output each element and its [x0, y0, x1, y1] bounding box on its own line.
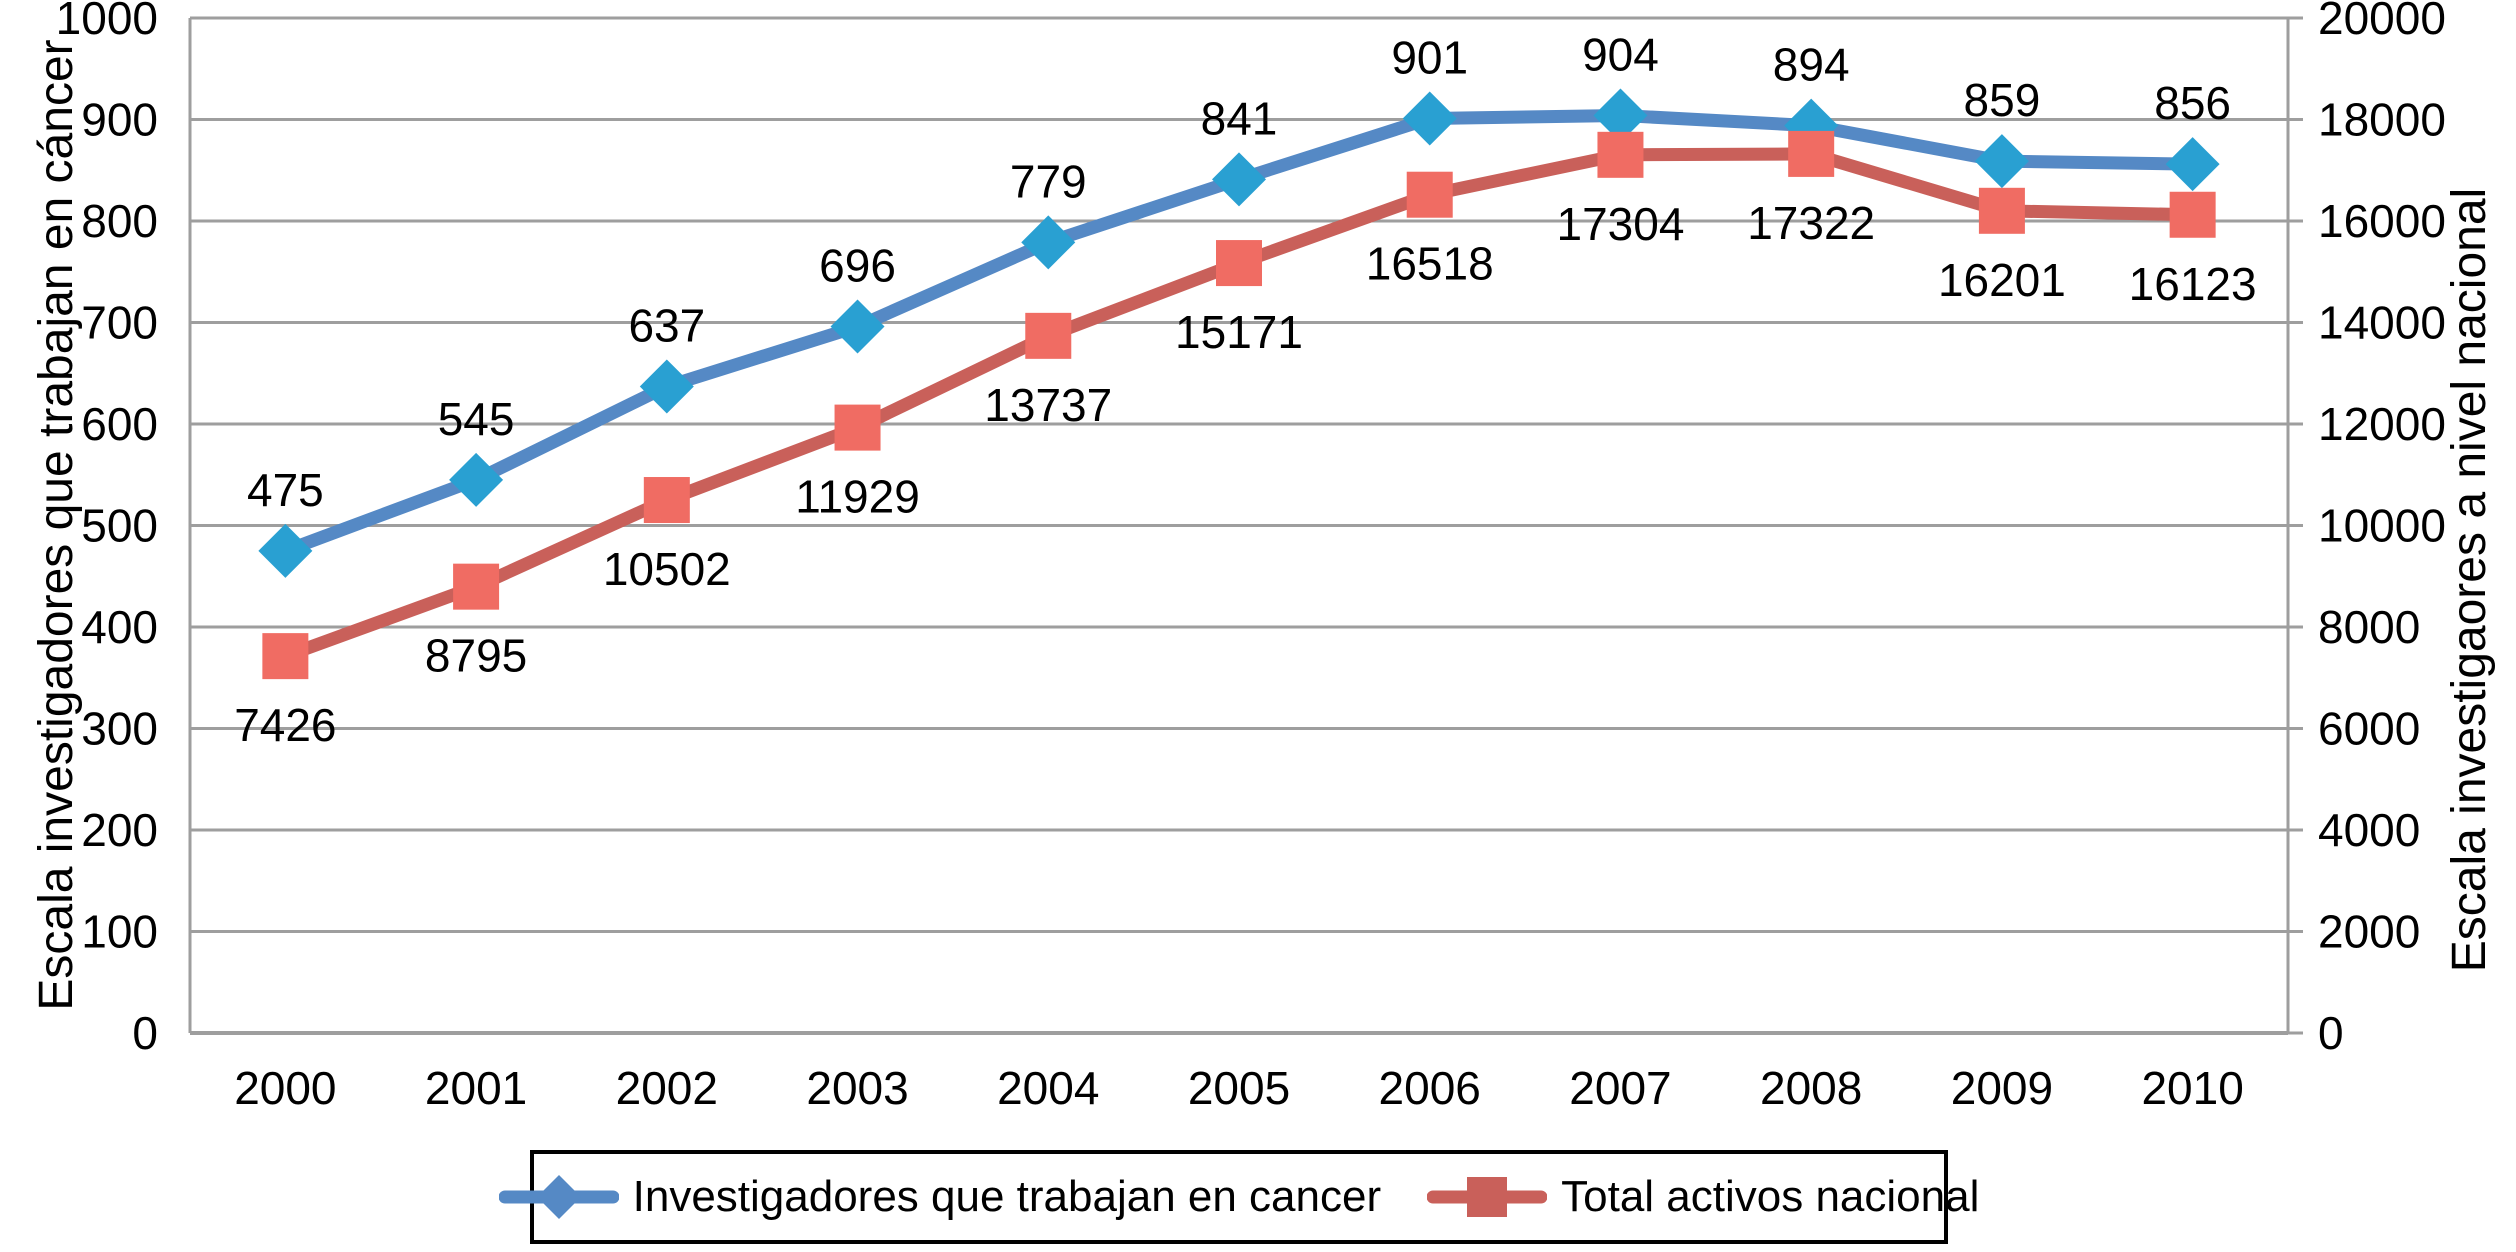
x-axis-tick-label: 2010 — [2141, 1062, 2243, 1114]
data-point-marker — [1216, 240, 1262, 287]
data-point-marker — [1021, 215, 1076, 270]
data-point-marker — [834, 404, 881, 451]
data-point-marker — [262, 633, 309, 680]
data-point-marker — [1593, 88, 1648, 143]
x-axis-tick-label: 2004 — [997, 1062, 1099, 1114]
x-axis-tick-label: 2002 — [616, 1062, 718, 1114]
right-axis-tick-label: 20000 — [2318, 0, 2446, 44]
x-axis-tick-label: 2005 — [1188, 1062, 1290, 1114]
left-axis-tick-label: 0 — [132, 1007, 158, 1059]
data-point-marker — [643, 477, 690, 524]
data-label: 894 — [1773, 39, 1850, 91]
data-label: 13737 — [984, 379, 1112, 431]
right-axis-tick-label: 6000 — [2318, 703, 2420, 755]
data-point-marker — [2165, 137, 2220, 192]
data-point-marker — [1402, 91, 1457, 146]
right-axis-tick-label: 4000 — [2318, 804, 2420, 856]
left-axis-tick-label: 700 — [81, 297, 158, 349]
left-axis-tick-label: 100 — [81, 906, 158, 958]
data-point-marker — [639, 359, 694, 414]
legend-item-investigadores: Investigadores que trabajan en cancer — [498, 1171, 1382, 1223]
data-label: 696 — [819, 240, 896, 292]
right-axis-tick-label: 14000 — [2318, 297, 2446, 349]
left-axis-tick-label: 800 — [81, 195, 158, 247]
x-axis-tick-label: 2000 — [234, 1062, 336, 1114]
data-label: 859 — [1964, 74, 2041, 126]
x-axis-tick-label: 2007 — [1569, 1062, 1671, 1114]
data-point-marker — [258, 523, 313, 578]
data-label: 16123 — [2129, 258, 2257, 310]
legend: Investigadores que trabajan en cancer To… — [498, 1150, 1979, 1244]
data-label: 16518 — [1366, 238, 1494, 290]
right-axis-tick-label: 12000 — [2318, 398, 2446, 450]
legend-diamond-line-sample — [498, 1175, 619, 1219]
data-label: 8795 — [425, 630, 527, 682]
left-axis-tick-label: 900 — [81, 94, 158, 146]
x-axis-tick-label: 2009 — [1951, 1062, 2053, 1114]
data-label: 475 — [247, 464, 324, 516]
legend-label-investigadores: Investigadores que trabajan en cancer — [632, 1172, 1382, 1221]
left-axis-tick-label: 300 — [81, 703, 158, 755]
data-label: 7426 — [234, 699, 336, 751]
x-axis-tick-label: 2001 — [425, 1062, 527, 1114]
left-axis-tick-label: 500 — [81, 500, 158, 552]
data-point-marker — [830, 299, 885, 354]
data-point-marker — [1406, 171, 1453, 218]
left-axis-tick-label: 1000 — [56, 0, 158, 44]
right-axis-tick-label: 8000 — [2318, 601, 2420, 653]
left-axis-title: Escala investigadores que trabajan en cá… — [30, 39, 83, 1011]
x-axis-tick-label: 2008 — [1760, 1062, 1862, 1114]
data-point-marker — [1025, 312, 1072, 359]
right-axis-tick-label: 18000 — [2318, 94, 2446, 146]
data-point-marker — [1597, 131, 1644, 178]
legend-item-total-activos: Total activos nacional — [1427, 1171, 1979, 1223]
legend-label-total-activos: Total activos nacional — [1561, 1172, 1980, 1221]
data-point-marker — [1212, 152, 1266, 207]
data-point-marker — [453, 563, 500, 610]
data-label: 545 — [438, 393, 515, 445]
data-label: 841 — [1201, 92, 1278, 144]
data-label: 779 — [1010, 155, 1087, 207]
right-axis-tick-label: 10000 — [2318, 500, 2446, 552]
legend-square-line-sample — [1427, 1177, 1548, 1217]
data-label: 16201 — [1938, 254, 2066, 306]
data-point-marker — [2169, 191, 2216, 238]
data-label: 856 — [2154, 77, 2231, 129]
data-label: 637 — [628, 299, 705, 351]
data-label: 17304 — [1556, 198, 1684, 250]
x-axis-tick-label: 2003 — [806, 1062, 908, 1114]
data-label: 901 — [1391, 31, 1468, 83]
data-label: 904 — [1582, 28, 1659, 80]
left-axis-tick-label: 400 — [81, 601, 158, 653]
series-line-2 — [278, 147, 2200, 663]
data-point-marker — [449, 452, 504, 507]
right-axis-tick-label: 2000 — [2318, 906, 2420, 958]
data-label: 10502 — [603, 543, 731, 595]
data-label: 15171 — [1175, 306, 1303, 358]
left-axis-tick-label: 200 — [81, 804, 158, 856]
left-axis-tick-label: 600 — [81, 398, 158, 450]
data-point-marker — [1974, 134, 2029, 189]
data-label: 17322 — [1747, 197, 1875, 249]
data-point-marker — [1978, 187, 2025, 234]
data-point-marker — [1788, 130, 1835, 177]
right-axis-tick-label: 16000 — [2318, 195, 2446, 247]
data-label: 11929 — [795, 471, 920, 523]
right-axis-title: Escala investigaores a nivel nacional — [2443, 187, 2496, 973]
right-axis-tick-label: 0 — [2318, 1007, 2344, 1059]
x-axis-tick-label: 2006 — [1379, 1062, 1481, 1114]
